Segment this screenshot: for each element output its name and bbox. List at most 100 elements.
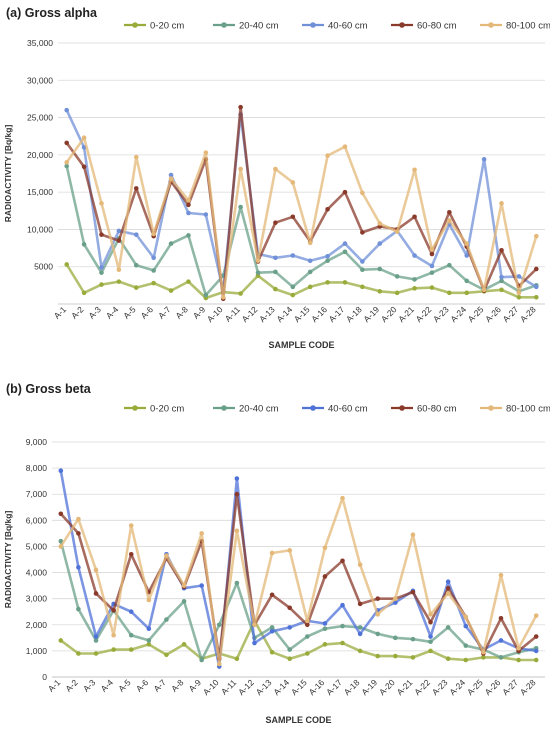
legend-swatch-marker [488,405,494,411]
data-point [133,285,139,290]
data-point [93,591,99,596]
data-point [412,277,417,282]
series [64,135,539,300]
x-tick-label: A-16 [309,304,329,324]
data-point [216,661,222,667]
data-point [111,608,116,613]
data-point [64,163,69,169]
x-tick-label: A-15 [289,677,309,697]
legend: 0-20 cm 20-40 cm 40-60 cm 60-80 cm 80-100 cm [124,404,550,415]
data-point [269,550,275,556]
data-point [322,642,328,647]
data-point [393,653,398,659]
data-point [305,651,310,656]
data-point [164,553,169,558]
series-line [59,540,537,662]
data-point [428,612,433,617]
data-point [111,632,116,638]
data-point [499,287,504,293]
data-point [357,648,363,654]
x-tick-label: A-8 [173,304,190,321]
data-point [325,258,330,264]
data-point [111,647,116,652]
data-point [428,639,433,645]
data-point [325,206,330,212]
data-point [307,284,313,290]
x-tick-label: A-14 [271,677,291,697]
legend-swatch-marker [399,22,405,28]
chart-gross-beta: 0-20 cm 20-40 cm 40-60 cm 60-80 cm 80-100 cm… [3,404,550,726]
legend-label: 40-60 cm [328,404,368,415]
x-tick-label: A-6 [139,304,156,321]
data-point [410,655,416,660]
legend-item: 80-100 cm [480,21,550,32]
x-axis-title: SAMPLE CODE [265,715,331,725]
y-tick-label: 25,000 [27,113,53,123]
data-point [322,621,328,626]
data-point [394,274,400,279]
data-point [447,209,452,215]
data-point [58,511,64,517]
data-point [499,274,504,280]
y-axis-title: RADIOACTIVITY [Bq/kg] [3,511,13,609]
data-point [269,592,275,598]
data-point [445,656,451,662]
data-point [360,267,365,272]
data-point [377,266,383,272]
legend-swatch-marker [132,405,138,411]
data-point [238,204,243,210]
legend-item: 20-40 cm [213,404,279,415]
data-point [133,154,139,160]
x-tick-label: A-20 [379,304,399,324]
data-point [76,565,81,570]
data-point [305,634,310,639]
data-point [64,107,69,113]
data-point [340,558,345,564]
x-tick-label: A-1 [52,304,69,321]
data-point [498,572,504,578]
data-point [533,634,539,639]
series-line [65,263,537,300]
series-line [59,496,538,666]
data-point [199,583,204,588]
data-point [234,528,240,534]
legend-item: 40-60 cm [302,21,368,32]
data-point [428,634,433,639]
data-point [340,623,345,629]
data-point [273,166,278,172]
data-point [76,531,81,536]
data-point [481,157,487,162]
data-point [498,655,504,660]
data-point [445,579,451,584]
legend-label: 80-100 cm [506,21,550,32]
data-point [186,198,191,203]
data-point [269,625,275,630]
data-point [58,468,64,474]
data-point [447,218,452,223]
data-point [305,622,310,628]
legend-swatch-marker [221,22,227,28]
data-point [181,642,187,647]
x-tick-label: A-27 [501,304,521,324]
data-point [181,583,187,588]
data-point [116,238,122,243]
data-point [342,241,348,246]
data-point [412,167,417,173]
data-point [252,622,257,628]
x-tick-label: A-26 [483,677,503,697]
legend-item: 60-80 cm [391,21,457,32]
legend-swatch-marker [488,22,494,28]
data-point [151,268,156,273]
data-point [133,262,139,268]
data-point [498,615,504,621]
data-point [287,656,292,662]
legend-label: 0-20 cm [150,404,184,415]
x-tick-label: A-25 [466,304,486,324]
data-point [428,648,433,654]
x-tick-label: A-11 [219,677,239,697]
data-point [360,190,365,196]
data-point [357,625,363,630]
data-point [445,585,451,591]
data-point [128,523,134,528]
data-point [533,657,539,663]
